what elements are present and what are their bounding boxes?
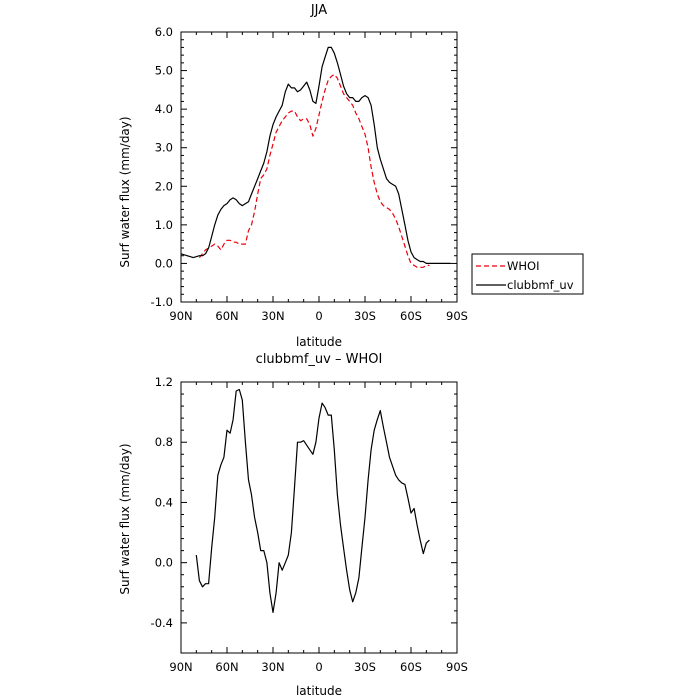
top-y-tick-label: 2.0 [155, 179, 173, 193]
top-x-tick-label: 90S [446, 309, 468, 323]
bottom-series-line-0 [195, 388, 430, 614]
bottom-plot-area: 90N 60N 30N 0 30S 60S 90S -0.4 0.0 0.4 0.8 1.2 [151, 375, 468, 674]
top-x-tick-label: 0 [315, 309, 322, 323]
top-panel: JJA Surf water flux (mm/day) latitude 90… [118, 3, 584, 349]
top-plot-area: 90N 60N 30N 0 30S 60S 90S -1.0 0.0 1.0 2.0 3.0 4.0 5.… [151, 25, 468, 323]
legend: WHOI clubbmf_uv [471, 253, 584, 295]
top-plot-frame [180, 31, 458, 303]
top-y-tick-label: 5.0 [155, 64, 173, 78]
bottom-y-tick-label: 0.0 [155, 556, 173, 570]
top-y-tick-label: 3.0 [155, 141, 173, 155]
bottom-chart-title: clubbmf_uv – WHOI [256, 352, 383, 367]
top-y-tick-label: -1.0 [151, 295, 173, 309]
top-x-tick-label: 30S [354, 309, 376, 323]
bottom-y-tick-label: 0.4 [155, 495, 173, 509]
top-y-tick-label: 6.0 [155, 25, 173, 39]
bottom-x-tick-label: 60S [400, 660, 422, 674]
top-y-tick-label: 1.0 [155, 218, 173, 232]
top-series-line-clubbmf-uv [180, 46, 451, 264]
top-y-tick-label: 4.0 [155, 102, 173, 116]
bottom-y-tick-label: 0.8 [155, 435, 173, 449]
bottom-y-tick-label: 1.2 [155, 375, 173, 389]
top-y-tick-label: 0.0 [155, 256, 173, 270]
top-x-tick-label: 90N [169, 309, 192, 323]
bottom-x-tick-label: 90S [446, 660, 468, 674]
top-x-tick-label: 60S [400, 309, 422, 323]
top-x-tick-label: 30N [261, 309, 284, 323]
legend-label-whoi: WHOI [507, 259, 539, 273]
bottom-x-tick-label: 0 [315, 660, 322, 674]
bottom-x-tick-label: 30N [261, 660, 284, 674]
top-chart-title: JJA [310, 3, 327, 18]
legend-box [471, 253, 584, 295]
bottom-y-axis-title: Surf water flux (mm/day) [118, 443, 132, 594]
bottom-x-axis-title: latitude [296, 684, 342, 698]
top-y-axis-title: Surf water flux (mm/day) [118, 116, 132, 267]
bottom-x-tick-label: 30S [354, 660, 376, 674]
top-x-axis-title: latitude [296, 335, 342, 349]
legend-label-clubbmf-uv: clubbmf_uv [507, 278, 574, 292]
top-x-tick-label: 60N [215, 309, 238, 323]
bottom-plot-frame [180, 381, 458, 654]
bottom-x-tick-label: 60N [215, 660, 238, 674]
bottom-x-tick-label: 90N [169, 660, 192, 674]
bottom-panel: clubbmf_uv – WHOI Surf water flux (mm/da… [118, 352, 468, 698]
bottom-y-tick-label: -0.4 [151, 616, 173, 630]
top-series-line-whoi [198, 73, 430, 268]
